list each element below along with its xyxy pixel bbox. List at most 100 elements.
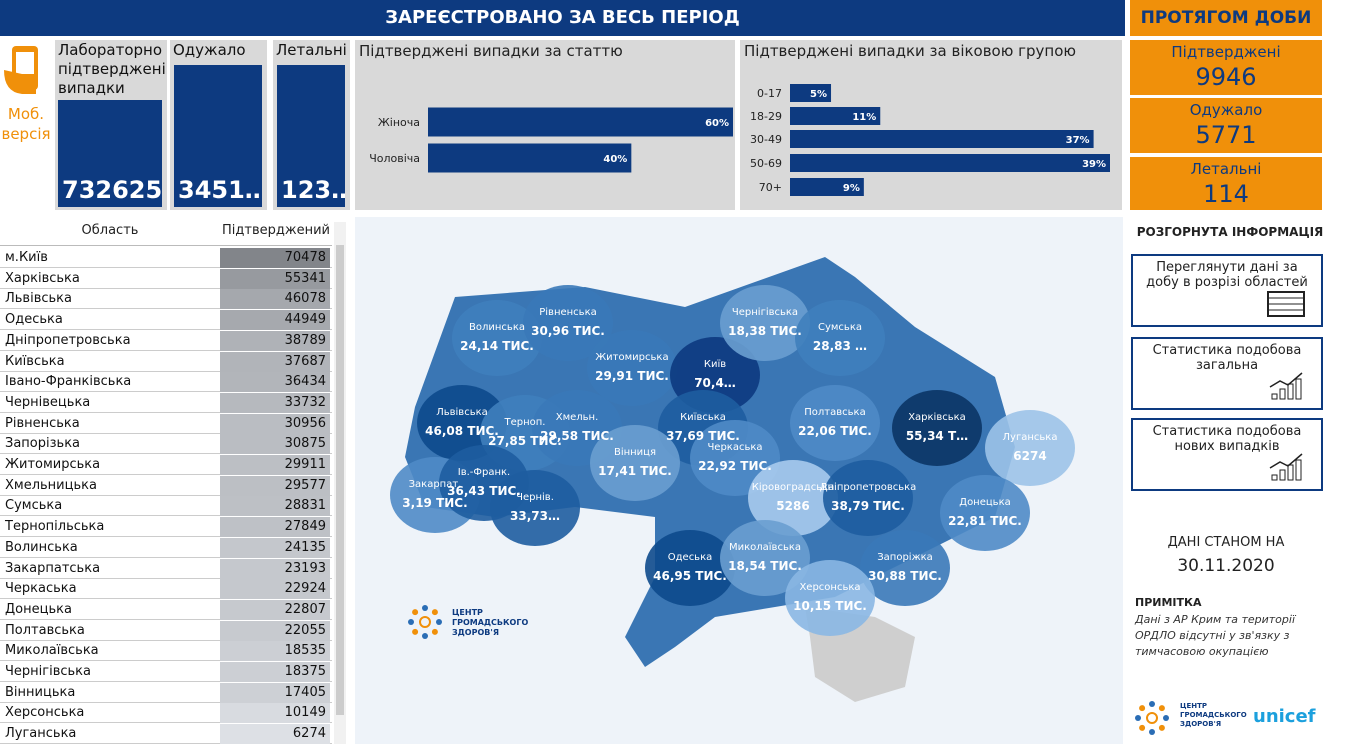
region-shape xyxy=(590,425,680,501)
region-shape xyxy=(587,330,677,406)
value-cell xyxy=(220,392,330,413)
region-name: Черкаська xyxy=(707,442,762,453)
region-name: Чернів. xyxy=(516,491,554,503)
map-logo-text: ЦЕНТР ГРОМАДСЬКОГО ЗДОРОВ'Я xyxy=(452,608,529,637)
total-label: Лабораторно підтверджені випадки xyxy=(58,41,166,97)
value-cell xyxy=(220,496,330,517)
value-cell xyxy=(220,579,330,600)
scroll-thumb[interactable] xyxy=(336,245,344,715)
region-value: 44949 xyxy=(284,312,326,328)
region-name: Дніпропетровська xyxy=(5,332,131,348)
daily-label: Підтверджені xyxy=(1171,43,1281,61)
region-shape xyxy=(860,530,950,606)
bar xyxy=(790,178,864,196)
map: Волинська 24,14 ТИС. Рівненська 30,96 ТИС. Ж… xyxy=(390,257,1075,702)
category-label: Чоловіча xyxy=(369,152,420,165)
region-value: 29577 xyxy=(284,477,326,493)
region-value: 17405 xyxy=(284,684,326,700)
date: 30.11.2020 xyxy=(1177,556,1275,576)
bar xyxy=(790,154,1110,172)
region-name: Вінницька xyxy=(5,684,76,700)
button-label[interactable]: Переглянути дані за добу в розрізі облас… xyxy=(1146,260,1308,290)
bar xyxy=(790,130,1094,148)
region-shape xyxy=(823,460,913,536)
region-shape xyxy=(748,460,838,536)
region-name: Донецька xyxy=(5,601,72,617)
logo-dot xyxy=(1163,715,1169,721)
nav-button[interactable]: Статистика подобова загальна xyxy=(1131,337,1323,410)
region-name: Черкаська xyxy=(5,581,77,597)
logo-dot xyxy=(436,619,442,625)
region-name: Чернігівська xyxy=(5,664,92,679)
region-name: Чернівецька xyxy=(5,394,91,410)
region-value: 24135 xyxy=(284,539,326,555)
total-box xyxy=(277,65,345,207)
region-name: Хмельн. xyxy=(556,412,599,423)
daily-panel xyxy=(1130,40,1322,95)
daily-value: 5771 xyxy=(1195,121,1257,149)
total-box xyxy=(58,100,162,207)
logo-dot xyxy=(1149,701,1155,707)
value-cell xyxy=(220,724,330,744)
mobile-label[interactable]: Моб. версія xyxy=(1,105,51,143)
region-shape xyxy=(720,520,810,596)
region-label: 6274 xyxy=(1013,449,1046,463)
region-name: Івано-Франківська xyxy=(5,374,132,390)
chart-title: Підтверджені випадки за віковою групою xyxy=(744,42,1077,60)
region-value: 37687 xyxy=(284,353,326,369)
region-value: 18535 xyxy=(284,643,326,659)
bar xyxy=(790,84,832,102)
region-name: Полтавська xyxy=(804,407,865,418)
region-name: Луганська xyxy=(5,726,77,742)
icon-bar xyxy=(1295,378,1302,400)
region-value: 33732 xyxy=(284,394,326,410)
logo-dot xyxy=(431,628,438,635)
table-header: Область xyxy=(81,223,139,238)
button-label[interactable]: Статистика подобова нових випадків xyxy=(1152,424,1302,454)
chart: 0-17 5% 18-29 11% 30-49 37% 50-69 39% 70+ 9% xyxy=(750,84,1110,196)
icon-bar xyxy=(1287,464,1294,481)
region-shape xyxy=(940,475,1030,551)
value-cell xyxy=(220,455,330,475)
region-label: 17,41 ТИС. xyxy=(598,464,672,478)
region-value: 22807 xyxy=(284,601,326,617)
region-name: Полтавська xyxy=(5,622,85,638)
daily-value: 114 xyxy=(1203,180,1249,208)
region-label: 22,06 ТИС. xyxy=(798,424,872,438)
region-label: 29,91 ТИС. xyxy=(595,369,669,383)
sidebar-logo-text: ЦЕНТР ГРОМАДСЬКОГО ЗДОРОВ'Я xyxy=(1180,702,1247,728)
region-name: Одеська xyxy=(668,552,713,563)
region-value: 70478 xyxy=(284,250,326,265)
region-name: Донецька xyxy=(959,497,1011,508)
logo-dot xyxy=(1149,729,1155,735)
total-label: Одужало xyxy=(173,41,246,59)
region-shape xyxy=(985,410,1075,486)
bar xyxy=(790,107,881,125)
region-label: 24,14 ТИС. xyxy=(460,339,534,353)
value-cell xyxy=(220,475,330,496)
region-name: Чернігівська xyxy=(732,306,798,318)
logo-dot xyxy=(408,619,414,625)
region-label: 18,54 ТИС. xyxy=(728,559,802,573)
nav-button[interactable]: Статистика подобова нових випадків xyxy=(1131,418,1323,491)
region-name: Рівненська xyxy=(5,415,80,431)
region-name: Закарпат. xyxy=(409,479,462,490)
value-label: 39% xyxy=(1082,159,1106,170)
region-label: 46,08 ТИС. xyxy=(425,424,499,438)
region-label: 3,19 ТИС. xyxy=(402,496,467,510)
region-name: Запоріжка xyxy=(877,551,933,563)
icon-bar xyxy=(1271,393,1278,400)
region-value: 55341 xyxy=(284,270,326,286)
region-name: Дніпропетровська xyxy=(820,481,917,493)
category-label: Жіноча xyxy=(378,116,420,129)
value-cell xyxy=(220,351,330,372)
region-shape xyxy=(645,530,735,606)
value-cell xyxy=(220,682,330,703)
button-label[interactable]: Статистика подобова загальна xyxy=(1152,343,1302,373)
region-value: 23193 xyxy=(284,560,326,576)
table-header-bg xyxy=(0,219,332,246)
region-shape xyxy=(490,470,580,546)
nav-button[interactable]: Переглянути дані за добу в розрізі облас… xyxy=(1131,254,1323,327)
region-value: 28831 xyxy=(284,498,326,514)
category-label: 30-49 xyxy=(750,133,782,146)
